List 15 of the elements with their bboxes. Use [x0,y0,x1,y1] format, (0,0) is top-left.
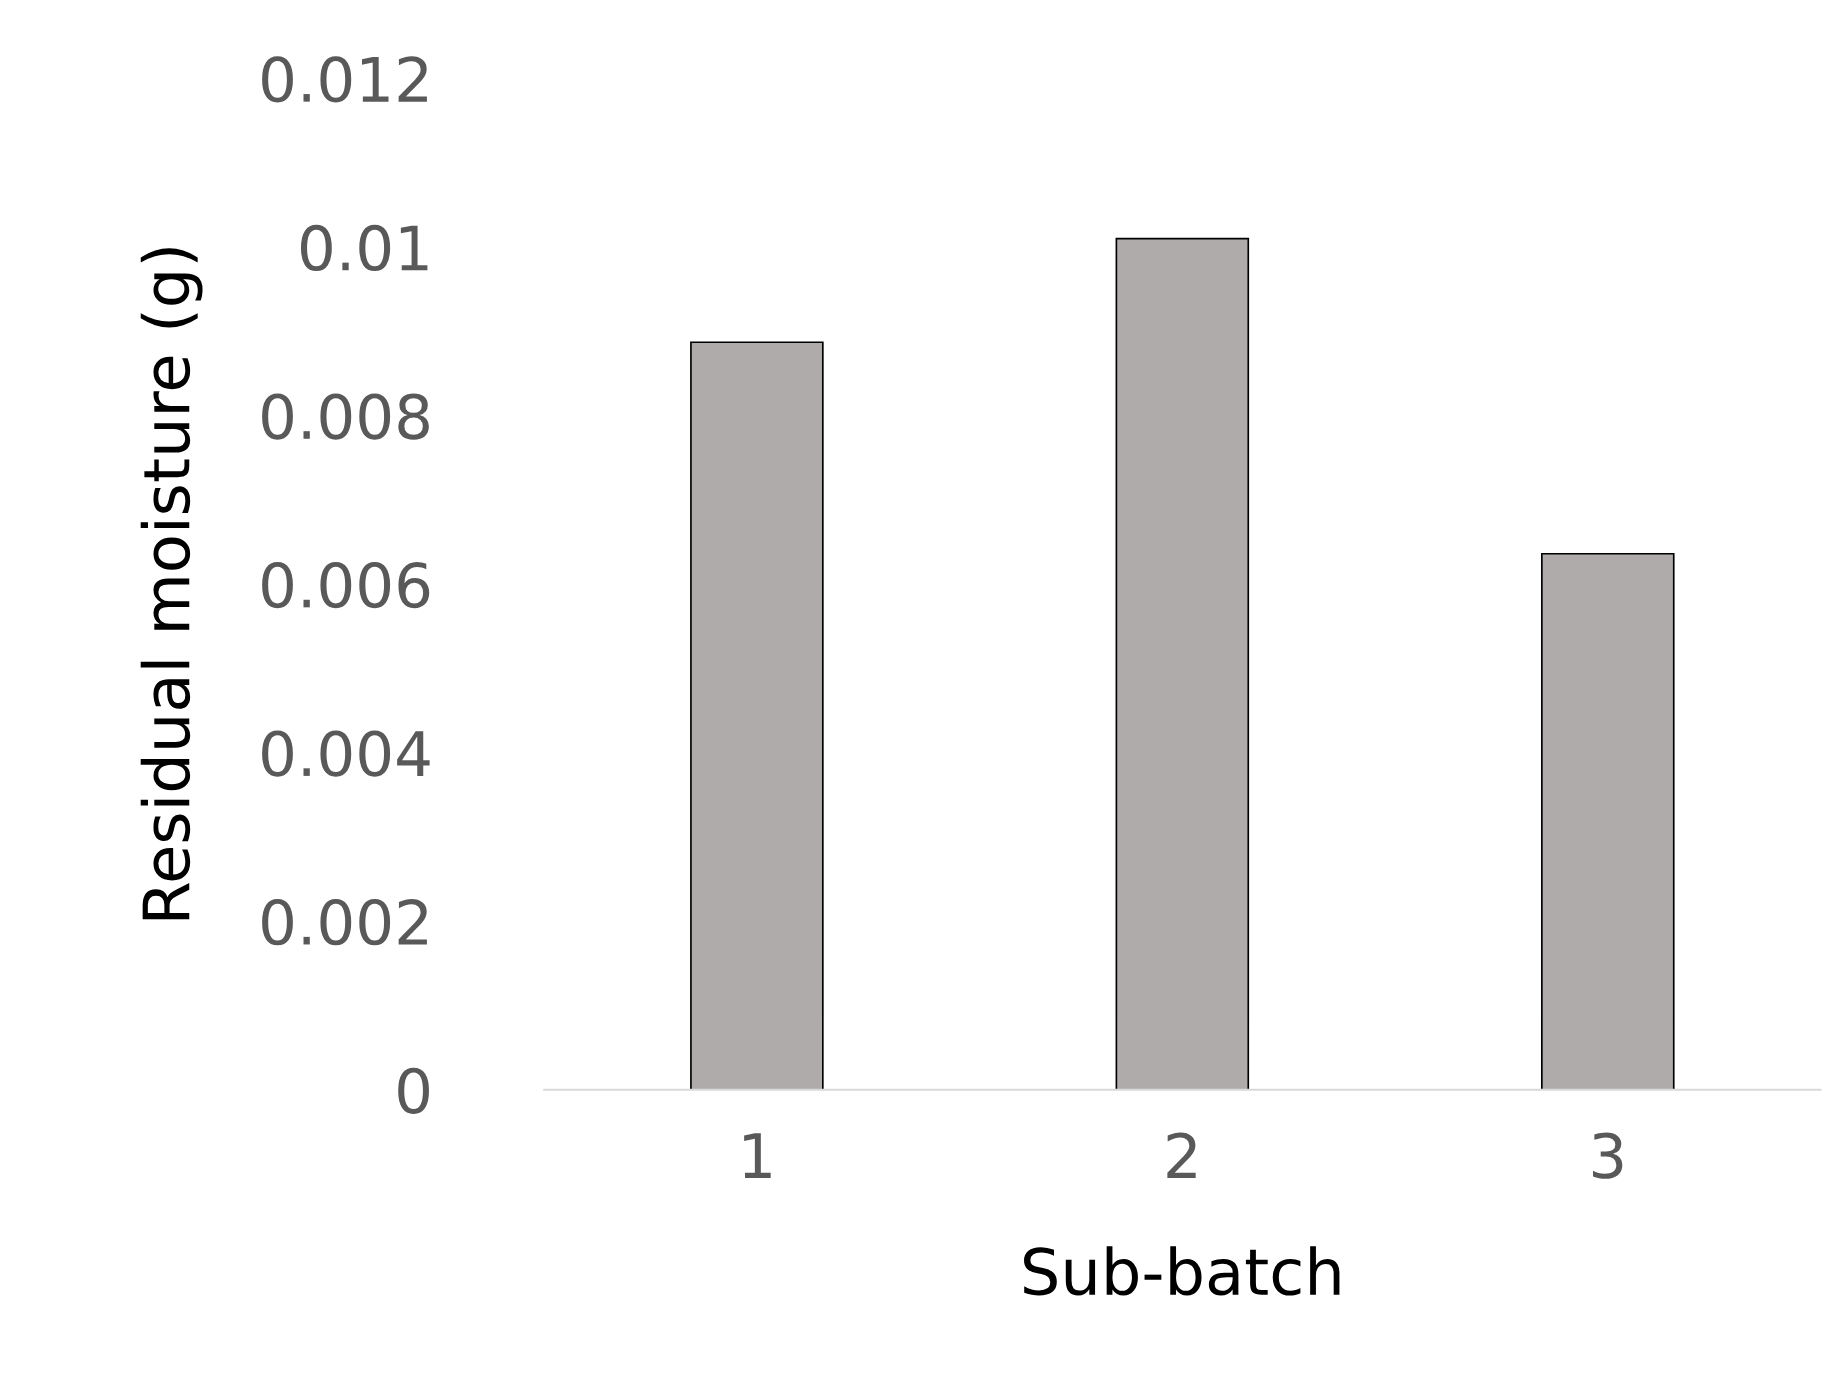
bar [1541,552,1675,1090]
y-tick-label: 0.012 [262,56,427,103]
bar [690,341,824,1090]
y-tick-label: 0 [398,1067,429,1114]
y-tick-label: 0.01 [301,224,428,272]
y-tick-label: 0.002 [262,899,427,946]
x-tick-label: 1 [744,1133,771,1178]
y-tick-label: 0.006 [262,561,430,609]
bar [1115,237,1250,1090]
y-tick-label: 0.008 [262,393,429,440]
x-axis-title: Sub-batch [1024,1246,1340,1296]
x-tick-label: 3 [1593,1132,1623,1179]
x-tick-label: 2 [1167,1132,1196,1178]
y-tick-label: 0.004 [262,730,430,777]
y-axis-title: Residual moisture (g) [140,248,203,920]
